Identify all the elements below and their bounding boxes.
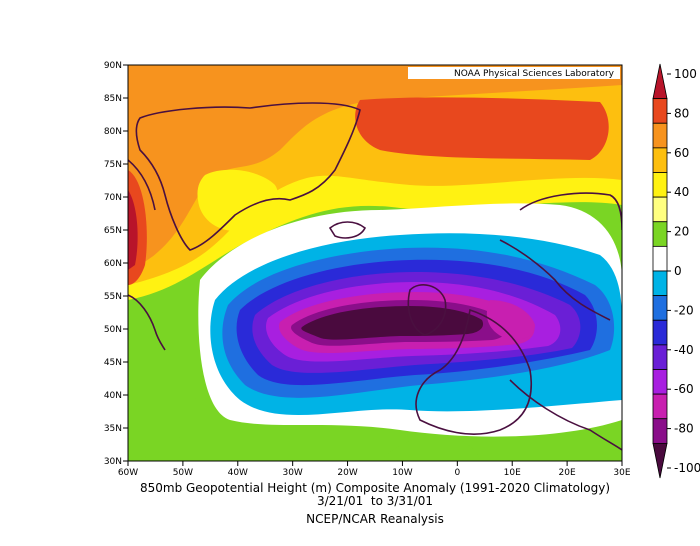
colorbar-segment (652, 63, 668, 100)
colorbar-segment (652, 245, 668, 272)
lon-label: 0 (454, 468, 460, 478)
credit-box (408, 67, 620, 79)
canada-coast (128, 159, 166, 351)
lon-label: 40W (228, 468, 248, 478)
field-darkred-west (128, 190, 138, 270)
lat-label: 75N (104, 160, 122, 170)
colorbar-label: 20 (674, 225, 689, 239)
colorbar-label: 60 (674, 146, 689, 160)
lat-label: 35N (104, 424, 122, 434)
colorbar-label: -40 (674, 343, 694, 357)
lon-label: 20E (559, 468, 576, 478)
credit-text: NOAA Physical Sciences Laboratory (454, 69, 615, 79)
field-yellow-patch (197, 169, 279, 231)
lat-label: 80N (104, 127, 122, 137)
colorbar-segment (652, 98, 668, 124)
field-green-sw (128, 300, 196, 461)
colorbar-label: -60 (674, 382, 694, 396)
colorbar-segment (652, 221, 668, 247)
greenland-coast (135, 102, 361, 251)
colorbar-segment (652, 295, 668, 321)
lat-label: 90N (104, 61, 122, 71)
lon-label: 20W (337, 468, 357, 478)
colorbar-label: 40 (674, 185, 689, 199)
colorbar-segment (652, 344, 668, 370)
lat-label: 50N (104, 325, 122, 335)
mediterranean-coast (509, 379, 622, 451)
field-orange-a (128, 65, 622, 270)
colorbar-segment (652, 172, 668, 198)
colorbar-segment (652, 196, 668, 223)
colorbar-label: 100 (674, 67, 697, 81)
colorbar-label: -100 (674, 461, 700, 475)
coastlines (128, 102, 622, 451)
lat-label: 30N (104, 457, 122, 467)
lon-label: 30E (613, 468, 630, 478)
caption-title: 850mb Geopotential Height (m) Composite … (139, 481, 610, 495)
caption-dates: 3/21/01 to 3/31/01 (316, 494, 433, 508)
lat-label: 70N (104, 193, 122, 203)
latitude-axis: 90N 85N 80N 75N 70N 65N 60N 55N 50N 45N 40N 35N 30N (104, 61, 128, 467)
lon-label: 30W (282, 468, 302, 478)
field-magenta-east (486, 300, 535, 340)
lat-label: 40N (104, 391, 122, 401)
colorbar-label: -20 (674, 303, 694, 317)
colorbar-segment (652, 442, 668, 479)
colorbar-segment (652, 369, 668, 395)
lon-label: 60W (118, 468, 138, 478)
caption-source: NCEP/NCAR Reanalysis (306, 512, 444, 526)
lat-label: 65N (104, 226, 122, 236)
lat-label: 55N (104, 292, 122, 302)
colorbar-segment (652, 393, 668, 420)
field-center-low (301, 306, 484, 340)
colorbar-segment (652, 270, 668, 297)
colorbar-segment (652, 418, 668, 444)
longitude-axis: 60W 50W 40W 30W 20W 10W 0 10E 20E 30E (118, 461, 631, 478)
britain-coast (407, 284, 447, 336)
colorbar-label: 80 (674, 106, 689, 120)
colorbar-label: -80 (674, 422, 694, 436)
europe-coast (415, 308, 532, 435)
lat-label: 85N (104, 94, 122, 104)
lon-label: 10W (392, 468, 412, 478)
field-red-north (355, 97, 609, 160)
field-green-s (380, 436, 480, 461)
lat-label: 60N (104, 259, 122, 269)
anomaly-field (128, 65, 622, 461)
iceland-coast (328, 221, 367, 239)
colorbar-segment (652, 147, 668, 173)
scandinavia-coast (499, 192, 622, 321)
colorbar-segment (652, 319, 668, 346)
colorbar-segment (652, 122, 668, 149)
lon-label: 10E (504, 468, 521, 478)
lat-label: 45N (104, 358, 122, 368)
colorbar-label: 0 (674, 264, 682, 278)
colorbar: 100 80 60 40 20 0 -20 -40 -60 -80 -100 (652, 63, 700, 479)
lon-label: 50W (173, 468, 193, 478)
